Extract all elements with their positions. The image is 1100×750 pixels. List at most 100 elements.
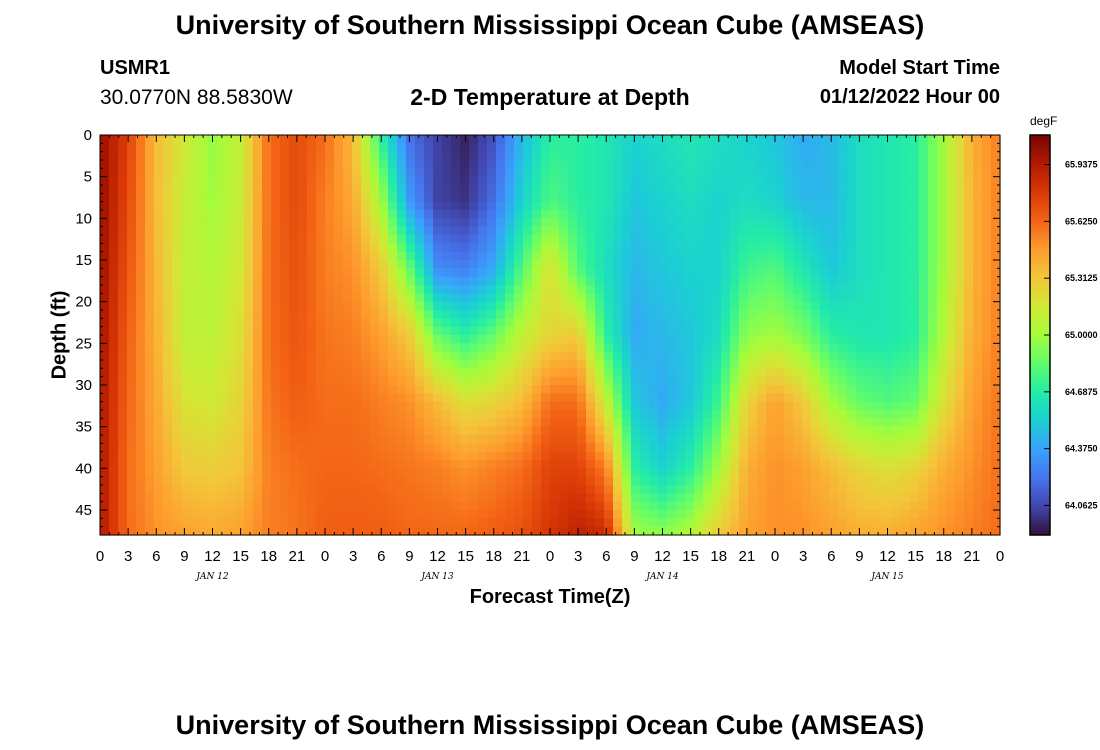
- heatmap-cell: [244, 476, 254, 486]
- heatmap-cell: [460, 401, 470, 411]
- heatmap-cell: [514, 235, 524, 244]
- heatmap-cell: [388, 135, 398, 144]
- heatmap-cell: [181, 151, 191, 161]
- heatmap-cell: [541, 260, 551, 269]
- heatmap-cell: [802, 185, 812, 194]
- heatmap-cell: [199, 335, 209, 344]
- heatmap-cell: [757, 343, 767, 353]
- heatmap-cell: [217, 310, 227, 319]
- heatmap-cell: [478, 268, 488, 278]
- heatmap-cell: [577, 468, 587, 478]
- heatmap-cell: [541, 210, 551, 219]
- heatmap-cell: [145, 268, 155, 278]
- heatmap-cell: [433, 260, 443, 269]
- heatmap-cell: [631, 451, 641, 461]
- heatmap-cell: [775, 293, 785, 303]
- heatmap-cell: [739, 310, 749, 319]
- heatmap-cell: [937, 285, 947, 294]
- heatmap-cell: [928, 376, 938, 386]
- heatmap-cell: [838, 526, 848, 536]
- heatmap-cell: [694, 335, 704, 344]
- heatmap-cell: [811, 401, 821, 411]
- heatmap-cell: [991, 526, 1001, 536]
- heatmap-cell: [244, 210, 254, 219]
- heatmap-cell: [820, 360, 830, 369]
- heatmap-cell: [118, 335, 128, 344]
- heatmap-cell: [127, 268, 137, 278]
- heatmap-cell: [541, 468, 551, 478]
- heatmap-cell: [235, 218, 245, 228]
- heatmap-cell: [532, 526, 542, 536]
- heatmap-cell: [586, 218, 596, 228]
- heatmap-cell: [559, 293, 569, 303]
- heatmap-cell: [622, 435, 632, 444]
- heatmap-cell: [109, 410, 119, 419]
- heatmap-cell: [991, 218, 1001, 228]
- heatmap-cell: [316, 185, 326, 194]
- heatmap-cell: [469, 418, 479, 428]
- heatmap-cell: [226, 201, 236, 211]
- heatmap-cell: [217, 485, 227, 494]
- heatmap-cell: [307, 493, 317, 503]
- heatmap-cell: [568, 243, 578, 253]
- heatmap-cell: [784, 276, 794, 286]
- heatmap-cell: [739, 385, 749, 394]
- heatmap-cell: [145, 210, 155, 219]
- heatmap-cell: [271, 360, 281, 369]
- heatmap-cell: [271, 143, 281, 153]
- heatmap-cell: [334, 526, 344, 536]
- heatmap-cell: [919, 243, 929, 253]
- heatmap-cell: [811, 243, 821, 253]
- heatmap-cell: [667, 218, 677, 228]
- heatmap-cell: [802, 468, 812, 478]
- heatmap-cell: [676, 376, 686, 386]
- heatmap-cell: [163, 493, 173, 503]
- heatmap-cell: [550, 210, 560, 219]
- heatmap-cell: [523, 410, 533, 419]
- heatmap-cell: [532, 493, 542, 503]
- heatmap-cell: [334, 285, 344, 294]
- heatmap-cell: [199, 268, 209, 278]
- heatmap-cell: [190, 285, 200, 294]
- heatmap-cell: [532, 476, 542, 486]
- heatmap-cell: [883, 518, 893, 528]
- heatmap-cell: [676, 451, 686, 461]
- heatmap-cell: [703, 451, 713, 461]
- heatmap-cell: [856, 260, 866, 269]
- heatmap-cell: [568, 143, 578, 153]
- heatmap-cell: [775, 226, 785, 236]
- heatmap-cell: [514, 135, 524, 144]
- heatmap-cell: [190, 360, 200, 369]
- heatmap-cell: [235, 435, 245, 444]
- heatmap-cell: [541, 476, 551, 486]
- heatmap-cell: [280, 435, 290, 444]
- heatmap-cell: [883, 268, 893, 278]
- heatmap-cell: [820, 485, 830, 494]
- heatmap-cell: [910, 276, 920, 286]
- heatmap-cell: [955, 251, 965, 261]
- heatmap-cell: [100, 485, 110, 494]
- heatmap-cell: [199, 251, 209, 261]
- heatmap-cell: [496, 151, 506, 161]
- heatmap-cell: [730, 518, 740, 528]
- heatmap-cell: [793, 310, 803, 319]
- heatmap-cell: [937, 451, 947, 461]
- heatmap-cell: [262, 393, 272, 403]
- heatmap-cell: [982, 376, 992, 386]
- heatmap-cell: [424, 218, 434, 228]
- heatmap-cell: [352, 443, 362, 453]
- heatmap-cell: [469, 493, 479, 503]
- heatmap-cell: [424, 293, 434, 303]
- heatmap-cell: [190, 343, 200, 353]
- heatmap-cell: [721, 343, 731, 353]
- heatmap-cell: [163, 501, 173, 511]
- heatmap-cell: [577, 160, 587, 169]
- heatmap-cell: [469, 526, 479, 536]
- heatmap-cell: [910, 301, 920, 311]
- heatmap-cell: [190, 293, 200, 303]
- heatmap-cell: [937, 210, 947, 219]
- heatmap-cell: [712, 143, 722, 153]
- heatmap-cell: [334, 293, 344, 303]
- heatmap-cell: [280, 260, 290, 269]
- heatmap-cell: [145, 385, 155, 394]
